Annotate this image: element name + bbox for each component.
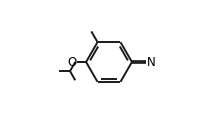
Text: O: O	[67, 56, 76, 68]
Text: N: N	[147, 56, 156, 68]
